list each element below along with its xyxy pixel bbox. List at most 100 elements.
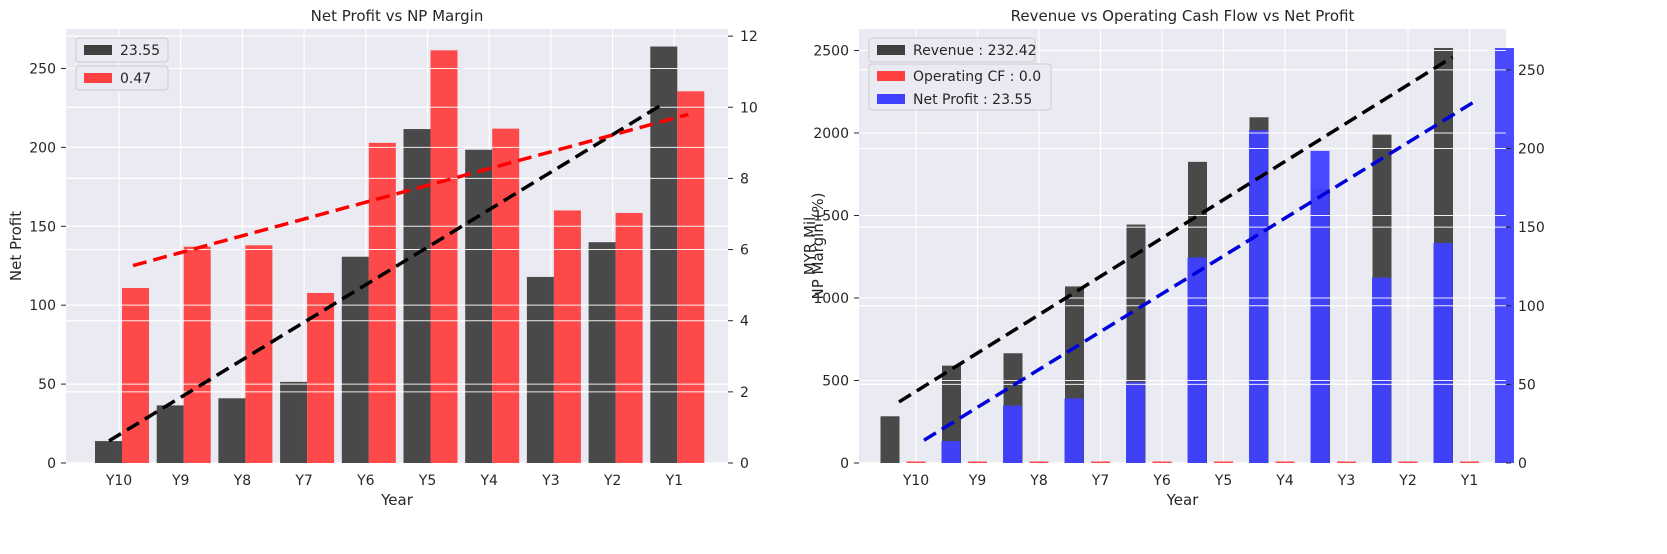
y-tick-label: 250 [29,61,56,77]
bar [341,256,369,463]
y2-tick-label: 4 [740,314,749,330]
tick-labels: Y10 Y9 Y8 Y7 Y6 Y5 Y4 Y3 Y2 Y10501001502002500246… [29,29,758,489]
x-tick-label: Y1 [1460,473,1478,489]
y-tick-label: 500 [822,373,849,389]
y2-tick-label: 2 [740,385,749,401]
bar [942,365,961,463]
bar [403,129,431,463]
x-tick-label: Y7 [294,473,312,489]
x-tick-label: Y4 [1275,473,1294,489]
legend-label: 0.47 [120,71,151,87]
y2-tick-label: 12 [740,29,758,45]
bar [245,245,273,463]
legend-box [868,37,1036,63]
chart-revenue-vs-ocf-vs-net-profit: Y10 Y9 Y8 Y7 Y6 Y5 Y4 Y3 Y2 Y10500100015002000250… [801,7,1545,509]
x-tick-label: Y1 [665,473,683,489]
y2-axis-label: NP Margin (%) [809,193,827,300]
y-tick-label: 0 [47,456,56,472]
chart-title: Revenue vs Operating Cash Flow vs Net Pr… [1011,7,1355,25]
trendlines [108,101,689,443]
legend-box [75,65,169,91]
bar [1064,398,1084,463]
y2-tick-label: 250 [1518,63,1545,79]
y-tick-label: 1500 [813,208,849,224]
trendline [132,112,689,268]
bar [1091,461,1110,463]
legend-box [75,37,169,63]
y2-tick-label: 0 [740,456,749,472]
legend-swatch [84,73,112,83]
bar [941,441,961,463]
bar [1249,130,1268,463]
y-tick-label: 100 [29,298,56,314]
x-tick-label: Y10 [105,473,132,489]
y-tick-label: 150 [29,219,56,235]
trendline [923,98,1479,442]
legend-label: Net Profit : 23.55 [913,92,1032,108]
x-tick-label: Y3 [1337,473,1355,489]
trendline [108,101,666,443]
bar [1495,48,1514,464]
legend-label: Revenue : 232.42 [913,43,1037,59]
x-tick-label: Y9 [171,473,189,489]
trendline [898,55,1454,404]
bar [1187,257,1207,463]
y2-tick-label: 150 [1518,220,1545,236]
bar [1152,461,1172,463]
bar [156,405,184,463]
bar [1310,150,1330,463]
x-axis-label: Year [1166,491,1200,509]
legend: 23.55 0.47 [75,37,169,91]
y-tick-label: 2000 [813,126,849,142]
x-axis-label: Year [380,491,414,509]
bar [1398,461,1418,463]
legend-swatch [877,45,905,55]
y2-tick-label: 100 [1518,299,1545,315]
x-tick-label: Y5 [1214,473,1232,489]
legend-swatch [877,71,905,81]
bar [280,381,308,463]
x-tick-label: Y2 [1398,473,1416,489]
bar [677,91,705,464]
y2-tick-label: 200 [1518,142,1545,158]
bar [122,287,149,463]
y-axis-label: MYR Mil [801,217,819,276]
chart-title: Net Profit vs NP Margin [311,7,484,25]
x-tick-label: Y3 [541,473,559,489]
y-axis-label: Net Profit [7,211,25,281]
y2-tick-label: 50 [1518,377,1536,393]
x-tick-label: Y6 [1152,473,1171,489]
x-tick-label: Y7 [1091,473,1109,489]
y2-tick-label: 8 [740,171,749,187]
y-tick-label: 2500 [813,43,849,59]
bar [1003,405,1022,463]
y-tick-label: 50 [38,377,56,393]
y-tick-label: 1000 [813,291,849,307]
x-tick-label: Y8 [1029,473,1047,489]
legend-label: Operating CF : 0.0 [913,69,1041,85]
legend: Revenue : 232.42 Operating CF : 0.0 Net Pr… [868,37,1052,111]
chart-net-profit-vs-np-margin: Y10 Y9 Y8 Y7 Y6 Y5 Y4 Y3 Y2 Y10501001502002500246… [7,7,827,509]
x-tick-label: Y2 [603,473,621,489]
bar [1460,461,1479,463]
bar [1275,461,1295,463]
bar [588,242,616,463]
x-tick-label: Y4 [479,473,498,489]
bar [183,246,211,463]
y2-tick-label: 0 [1518,456,1527,472]
bar [430,50,458,463]
y-tick-label: 200 [29,140,56,156]
bar [553,210,581,463]
bar [218,398,246,463]
legend-swatch [877,94,905,104]
bars [66,35,728,464]
x-tick-label: Y5 [418,473,436,489]
bar [968,461,987,463]
y2-tick-label: 6 [740,243,749,259]
y-tick-label: 0 [840,456,849,472]
bar [880,416,900,463]
bar [1433,243,1453,463]
legend-swatch [84,45,112,55]
bar [906,461,926,463]
